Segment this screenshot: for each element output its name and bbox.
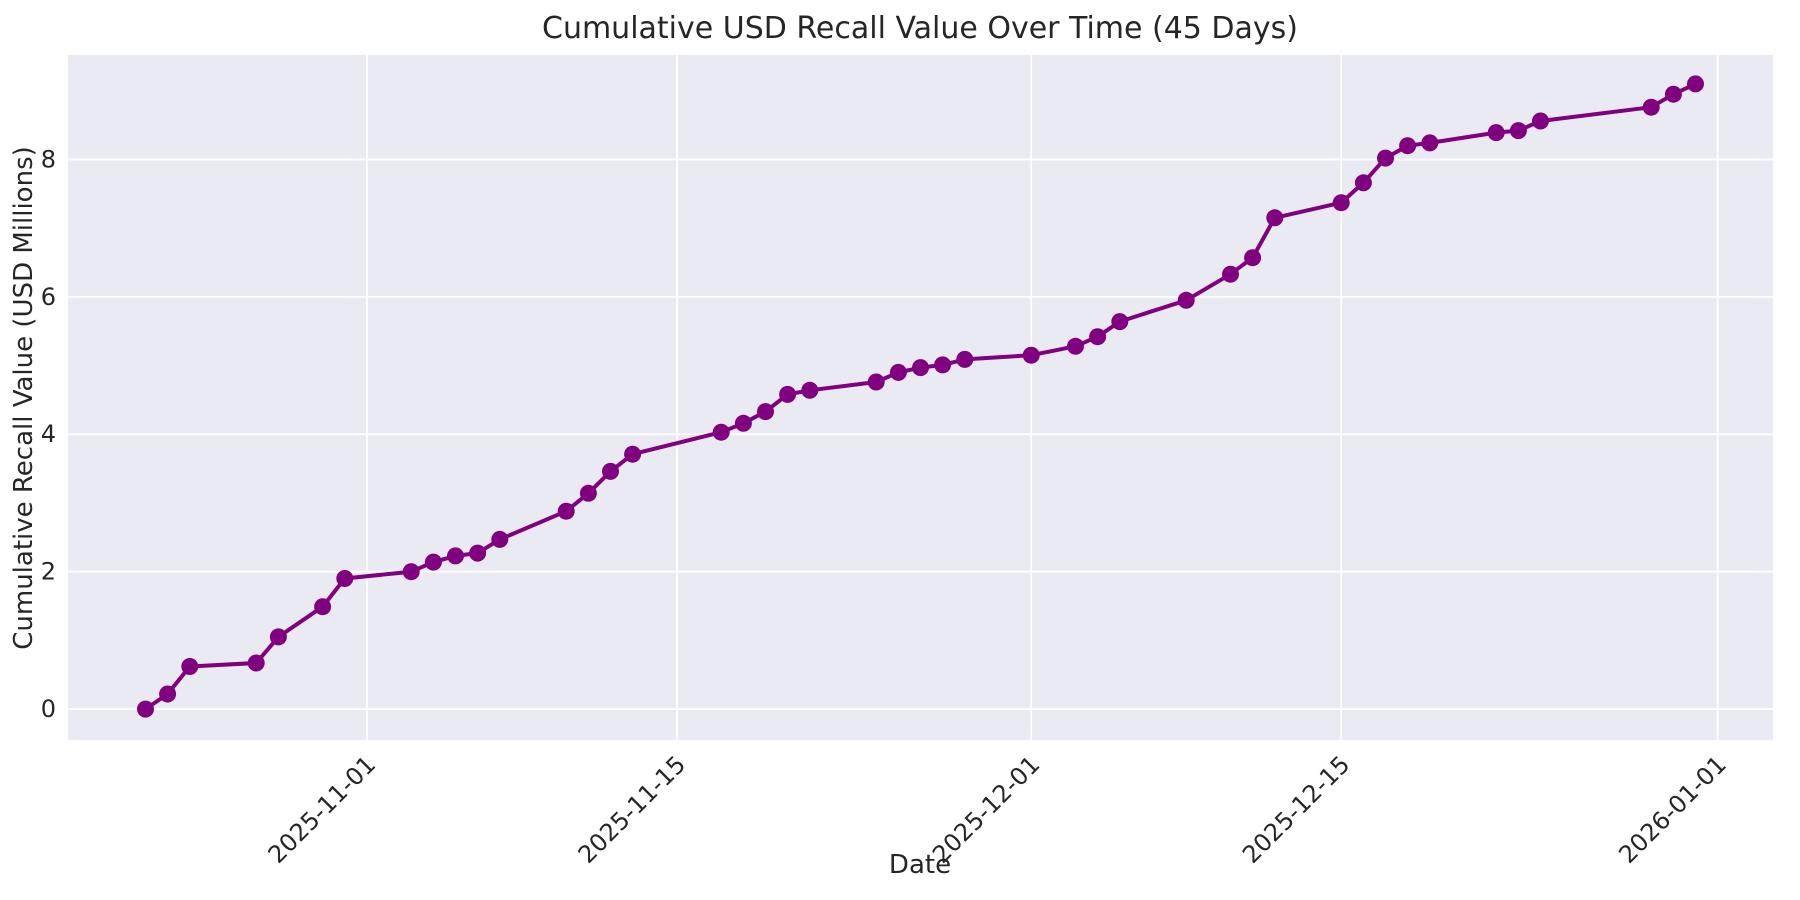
data-point-marker <box>1067 337 1084 355</box>
data-point-marker <box>269 628 287 646</box>
data-point-marker <box>557 502 575 520</box>
chart-title: Cumulative USD Recall Value Over Time (4… <box>542 11 1298 46</box>
data-point-marker <box>757 403 774 421</box>
data-point-marker <box>159 685 177 703</box>
y-gridlines <box>68 158 1773 710</box>
data-point-marker <box>1487 124 1505 142</box>
data-point-marker <box>602 462 619 480</box>
data-point-marker <box>137 700 154 718</box>
x-tick-label: 2025-12-15 <box>1237 750 1355 868</box>
data-point-marker <box>712 423 730 441</box>
data-point-marker <box>1687 75 1704 93</box>
data-point-marker <box>801 381 819 399</box>
data-point-marker <box>1111 313 1129 331</box>
data-point-marker <box>314 598 332 616</box>
data-point-marker <box>934 356 952 374</box>
data-series <box>137 75 1704 718</box>
data-point-marker <box>1244 249 1262 267</box>
y-tick-label: 4 <box>41 420 56 448</box>
data-point-marker <box>424 553 442 571</box>
data-point-marker <box>889 363 907 381</box>
data-point-marker <box>912 359 929 377</box>
data-point-marker <box>1664 85 1682 103</box>
data-point-marker <box>336 570 354 587</box>
data-point-marker <box>491 530 509 548</box>
x-tick-label: 2025-11-01 <box>263 750 381 868</box>
data-point-marker <box>1022 346 1040 364</box>
data-point-marker <box>1177 291 1195 309</box>
data-point-marker <box>779 385 797 403</box>
data-point-marker <box>624 445 642 463</box>
data-point-marker <box>579 484 597 502</box>
data-point-marker <box>1332 194 1350 212</box>
data-point-marker <box>181 658 199 675</box>
data-point-marker <box>956 350 974 368</box>
x-axis-label: Date <box>889 850 951 880</box>
data-point-marker <box>447 547 464 565</box>
data-point-marker <box>1377 149 1394 167</box>
data-point-marker <box>1642 98 1660 116</box>
data-point-marker <box>1532 112 1549 130</box>
data-point-marker <box>1222 265 1239 283</box>
y-tick-label: 0 <box>41 695 56 723</box>
data-point-marker <box>1266 209 1284 227</box>
data-point-marker <box>1089 328 1107 346</box>
x-tick-labels: 2025-11-01 2025-11-15 2025-12-01 2025-12-15… <box>263 750 1732 868</box>
data-point-marker <box>469 544 487 562</box>
y-tick-label: 6 <box>41 283 56 311</box>
x-tick-label: 2026-01-01 <box>1613 750 1731 868</box>
data-point-marker <box>867 373 885 391</box>
data-point-marker <box>1509 122 1527 140</box>
y-axis-label: Cumulative Recall Value (USD Millions) <box>9 146 39 650</box>
data-point-marker <box>734 414 752 432</box>
data-point-marker <box>247 654 265 672</box>
plot-area-background <box>68 55 1773 740</box>
x-tick-label: 2025-11-15 <box>573 750 691 868</box>
y-tick-label: 2 <box>41 558 56 586</box>
data-point-marker <box>1421 134 1439 152</box>
x-gridlines <box>366 55 1719 740</box>
data-point-marker <box>1399 137 1417 155</box>
data-point-marker <box>402 563 420 581</box>
y-tick-labels: 0 2 4 6 8 <box>41 145 56 723</box>
y-tick-label: 8 <box>41 145 56 173</box>
data-point-marker <box>1354 174 1372 192</box>
